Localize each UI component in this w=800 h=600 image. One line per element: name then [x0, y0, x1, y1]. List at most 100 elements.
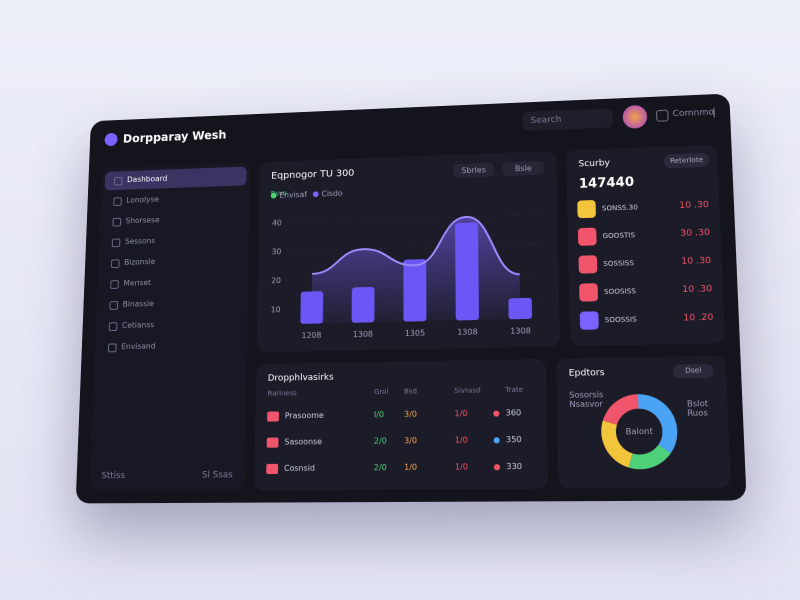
- donut-slice: [602, 394, 639, 425]
- column-header: Trate: [505, 385, 524, 395]
- table-cell: 2/0: [373, 462, 387, 473]
- nav-icon: [107, 343, 117, 353]
- chart-card: Eqpnogor TU 300 Rsvo Envisaf Cisdo Sbrles B…: [256, 150, 560, 353]
- row-label: GOOSTIS: [602, 231, 636, 241]
- nav-label: Dashboard: [126, 174, 168, 185]
- nav-icon: [111, 238, 121, 248]
- nav-item[interactable]: Shorsese: [103, 208, 246, 232]
- balance-button[interactable]: Reterlote: [663, 152, 710, 169]
- table-cell: 1/0: [454, 462, 469, 472]
- legend-swatch: [270, 192, 277, 199]
- legend-label: Nsasvor: [569, 399, 603, 409]
- balance-card: Scurby Reterlote 147440 SONSS.30 10 .30 GO…: [566, 144, 725, 347]
- legend-swatch: [312, 191, 319, 198]
- nav-icon: [108, 322, 118, 332]
- table-cell: I/0: [373, 410, 385, 420]
- sidebar-footer: Sttiss: [101, 471, 126, 482]
- table-cell: Cosnsid: [283, 463, 316, 473]
- x-tick-label: 1305: [405, 329, 425, 338]
- table-cell: Prasoome: [284, 410, 324, 421]
- user-name: Comnmo: [672, 107, 715, 120]
- donut-card: Epdtors Dsel Balont Sosorsis Nsasvor Bslot R…: [556, 355, 731, 489]
- avatar[interactable]: [622, 104, 648, 129]
- column-header: Grol: [374, 387, 389, 397]
- nav-label: Envisand: [121, 341, 156, 352]
- icon[interactable]: [656, 109, 669, 122]
- x-tick-label: 1308: [353, 330, 373, 339]
- y-tick-label: 20: [271, 276, 281, 285]
- legend-label: Envisaf: [279, 190, 307, 200]
- table-cell: 360: [505, 408, 522, 418]
- row-label: SONSS.30: [601, 203, 638, 213]
- nav-icon: [112, 217, 122, 227]
- row-icon: [266, 463, 279, 475]
- logo: [104, 132, 118, 147]
- sidebar: Sttiss Sl Ssas Dashboard Lonolyse Shorsese…: [89, 162, 251, 492]
- bar: [300, 291, 324, 324]
- row-value: 10 .30: [679, 200, 710, 212]
- row-icon: [577, 199, 596, 219]
- bar: [351, 286, 375, 323]
- nav-item[interactable]: Dashboard: [104, 166, 247, 191]
- table-card: Dropphlvasirks Rariness Grol Bsd Sivrasd Tra…: [254, 358, 549, 491]
- nav-item[interactable]: Cetianss: [99, 314, 244, 337]
- nav-label: Bizonsle: [124, 257, 156, 267]
- nav-item[interactable]: Lonolyse: [104, 187, 246, 211]
- nav-icon: [113, 197, 122, 206]
- column-header: Rariness: [267, 389, 297, 398]
- column-header: Bsd: [404, 387, 417, 396]
- legend-label: Ruos: [687, 408, 708, 418]
- table-cell: 1/0: [454, 408, 468, 419]
- row-icon: [266, 437, 279, 448]
- x-tick-label: 1308: [457, 327, 478, 337]
- app-title: Dorpparay Wesh: [122, 128, 227, 146]
- nav-label: Binassie: [122, 299, 155, 309]
- chart-control-label: Sbrles: [461, 166, 486, 176]
- table-cell: 1/0: [404, 462, 418, 473]
- row-label: SOOSISS: [603, 287, 637, 297]
- chart-control-label: Bsle: [515, 164, 532, 173]
- status-dot: [493, 410, 500, 417]
- nav-label: Sessons: [124, 236, 156, 246]
- table-title: Dropphlvasirks: [267, 372, 334, 384]
- row-value: 10 .30: [682, 284, 713, 296]
- row-icon: [579, 311, 599, 330]
- search-box[interactable]: Search: [522, 108, 613, 132]
- chart: Envisaf Cisdo Sbrles Bsle 10 20 30 40 1208 1308 13…: [270, 160, 560, 340]
- legend-label: Bslot: [687, 399, 709, 409]
- dashboard: Dorpparay Wesh Search Comnmo Sttiss Sl S…: [75, 93, 747, 504]
- column-header: Sivrasd: [454, 386, 481, 395]
- balance-title: Scurby: [578, 158, 611, 170]
- nav-item[interactable]: Bizonsle: [101, 250, 245, 273]
- table-cell: 3/0: [404, 436, 418, 446]
- icon[interactable]: [713, 107, 715, 118]
- row-value: 10 .30: [681, 256, 712, 267]
- row-icon: [578, 255, 598, 274]
- row-label: SOSSISS: [603, 259, 635, 269]
- row-icon: [577, 227, 597, 246]
- x-tick-label: 1308: [510, 326, 531, 336]
- legend-label: Cisdo: [321, 189, 342, 198]
- grid-line: [288, 214, 546, 222]
- table-cell: 2/0: [373, 436, 387, 446]
- legend-label: Sosorsis: [569, 390, 603, 400]
- chart-control[interactable]: [502, 160, 545, 177]
- nav-item[interactable]: Binassie: [100, 292, 244, 315]
- balance-amount: 147440: [578, 175, 635, 192]
- nav-item[interactable]: Envisand: [98, 335, 243, 357]
- table-cell: Sasoonse: [284, 437, 323, 447]
- y-tick-label: 40: [272, 219, 282, 228]
- status-dot: [493, 437, 500, 444]
- chart-control[interactable]: [452, 162, 495, 178]
- nav-label: Shorsese: [125, 215, 160, 226]
- table-cell: 3/0: [404, 409, 417, 419]
- nav-item[interactable]: Meriset: [101, 271, 245, 294]
- y-tick-label: 30: [272, 247, 282, 256]
- nav-item[interactable]: Sessons: [102, 229, 245, 252]
- bar: [508, 297, 533, 320]
- nav-icon: [110, 280, 119, 289]
- nav-icon: [113, 176, 123, 186]
- bar: [403, 259, 427, 322]
